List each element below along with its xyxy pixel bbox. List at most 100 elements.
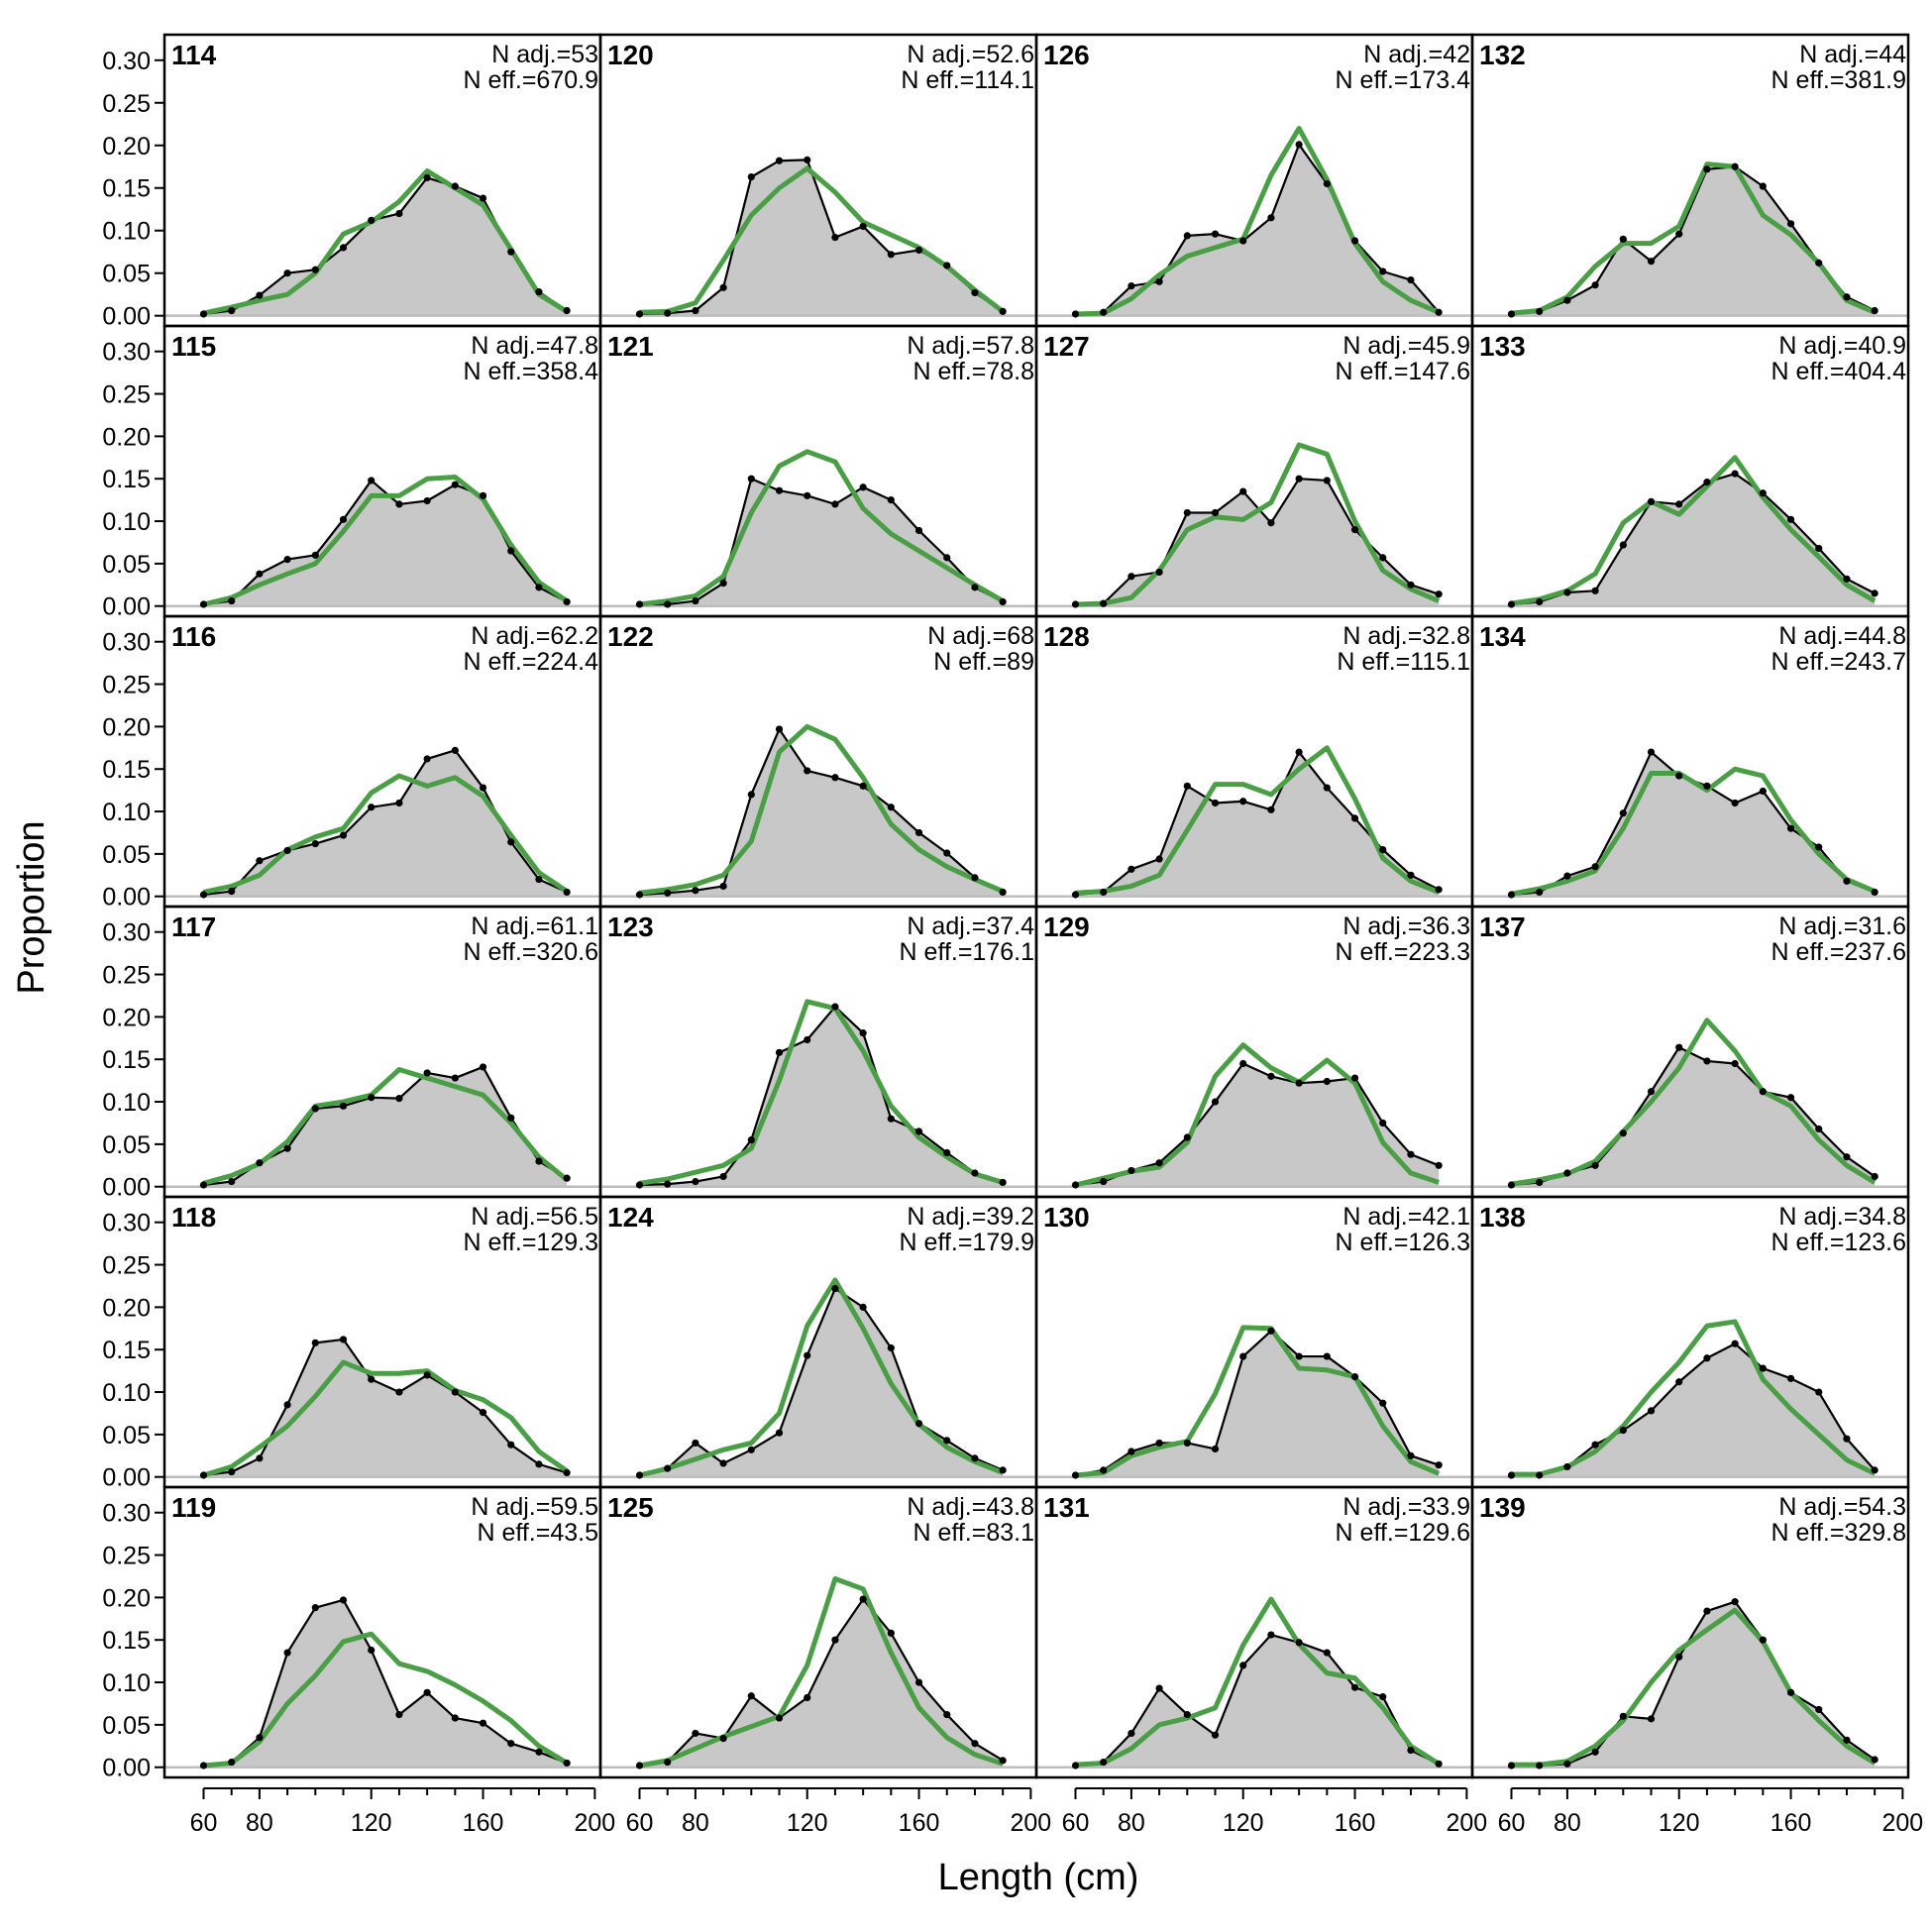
observed-point xyxy=(1071,891,1080,899)
x-tick-label: 80 xyxy=(1554,1809,1581,1837)
observed-point xyxy=(1815,1388,1823,1396)
y-tick-label: 0.05 xyxy=(102,1712,151,1740)
expected-line xyxy=(1075,126,1441,317)
observed-point xyxy=(199,600,208,608)
x-tick-label: 60 xyxy=(1498,1809,1526,1837)
observed-point xyxy=(1871,1756,1878,1764)
observed-point xyxy=(1843,1153,1851,1161)
observed-point xyxy=(887,251,895,259)
observed-point xyxy=(999,1178,1007,1187)
observed-area xyxy=(203,177,568,316)
observed-point xyxy=(1843,877,1851,885)
observed-area xyxy=(639,1007,1004,1187)
n-eff-label: N eff.=358.4 xyxy=(464,358,599,385)
y-tick-label: 0.30 xyxy=(102,919,151,947)
n-adj-label: N adj.=43.8 xyxy=(907,1493,1034,1521)
expected-line xyxy=(1511,161,1877,316)
observed-point xyxy=(1379,268,1387,275)
x-tick-label: 80 xyxy=(682,1809,709,1837)
observed-point xyxy=(635,1762,644,1770)
observed-point xyxy=(1843,293,1851,301)
n-eff-label: N eff.=129.3 xyxy=(464,1229,598,1256)
panel-129: 129 N adj.=36.3N eff.=223.3 xyxy=(1034,905,1474,1199)
n-adj-label: N adj.=40.9 xyxy=(1778,332,1906,360)
observed-point xyxy=(859,1303,867,1311)
panel-label: 121 xyxy=(607,331,654,362)
observed-point xyxy=(719,1459,727,1467)
observed-point xyxy=(451,182,459,190)
observed-point xyxy=(507,547,515,555)
y-axis-title: Proportion xyxy=(11,820,53,994)
observed-point xyxy=(228,1467,236,1476)
n-adj-label: N adj.=39.2 xyxy=(907,1203,1034,1231)
observed-point xyxy=(535,1157,543,1165)
expected-line xyxy=(639,449,1005,607)
observed-point xyxy=(1407,1746,1415,1755)
observed-point xyxy=(1267,1327,1275,1335)
panel-126: 126 N adj.=42N eff.=173.4 xyxy=(1034,33,1474,328)
observed-point xyxy=(635,310,644,318)
n-adj-label: N adj.=45.9 xyxy=(1342,332,1470,360)
observed-point xyxy=(887,1629,895,1637)
panel-label: 116 xyxy=(171,621,216,652)
observed-point xyxy=(1786,515,1795,523)
observed-point xyxy=(1211,1445,1220,1453)
observed-point xyxy=(199,1762,208,1770)
n-adj-label: N adj.=52.6 xyxy=(907,41,1034,68)
observed-point xyxy=(1843,1435,1851,1443)
panel-label: 115 xyxy=(171,331,216,362)
observed-point xyxy=(1536,1762,1544,1770)
observed-point xyxy=(395,1388,403,1396)
panel-121: 121 N adj.=57.8N eff.=78.8 xyxy=(598,324,1038,618)
observed-point xyxy=(479,1409,487,1417)
n-eff-label: N eff.=83.1 xyxy=(912,1519,1034,1547)
panel-115: 115 N adj.=47.8N eff.=358.4 xyxy=(162,324,602,618)
observed-point xyxy=(1350,237,1359,245)
observed-point xyxy=(971,874,979,882)
observed-point xyxy=(1731,470,1739,478)
observed-point xyxy=(692,1439,699,1448)
panel-label: 118 xyxy=(171,1202,216,1233)
observed-point xyxy=(804,1351,811,1359)
n-adj-label: N adj.=42 xyxy=(1363,41,1470,68)
observed-point xyxy=(1536,1178,1544,1187)
x-tick-label: 80 xyxy=(1118,1809,1145,1837)
observed-line xyxy=(203,1338,568,1477)
observed-point xyxy=(563,888,571,897)
observed-point xyxy=(914,526,923,535)
observed-point xyxy=(1239,237,1247,245)
observed-point xyxy=(1295,748,1303,756)
observed-point xyxy=(1267,1631,1275,1639)
observed-area xyxy=(639,160,1004,316)
observed-point xyxy=(339,831,348,839)
y-tick-label: 0.05 xyxy=(102,841,151,869)
observed-point xyxy=(1786,824,1795,832)
n-eff-label: N eff.=670.9 xyxy=(464,66,598,94)
observed-point xyxy=(914,1678,923,1686)
n-eff-label: N eff.=243.7 xyxy=(1771,648,1906,676)
observed-point xyxy=(1155,1439,1163,1448)
n-eff-label: N eff.=404.4 xyxy=(1771,358,1907,385)
x-axis-title: Length (cm) xyxy=(938,1857,1139,1898)
y-tick-label: 0.20 xyxy=(102,713,151,741)
y-tick-label: 0.30 xyxy=(102,339,151,367)
observed-point xyxy=(311,840,319,848)
y-tick-label: 0.25 xyxy=(102,1543,151,1570)
observed-point xyxy=(1563,1169,1571,1177)
panel-label: 125 xyxy=(607,1492,654,1523)
observed-point xyxy=(1407,275,1415,284)
expected-line xyxy=(639,999,1004,1186)
observed-point xyxy=(1647,748,1656,756)
panel-125: 125 N adj.=43.8N eff.=83.1 xyxy=(598,1485,1038,1779)
observed-area xyxy=(1075,752,1440,897)
observed-point xyxy=(479,1719,487,1727)
observed-point xyxy=(692,596,699,605)
observed-area xyxy=(203,1339,568,1477)
observed-area xyxy=(1075,479,1440,606)
n-eff-label: N eff.=237.6 xyxy=(1771,938,1906,966)
observed-point xyxy=(999,888,1007,897)
y-tick-label: 0.10 xyxy=(102,1089,151,1117)
panel-123: 123 N adj.=37.4N eff.=176.1 xyxy=(598,905,1038,1199)
panel-116: 116 N adj.=62.2N eff.=224.4 xyxy=(162,614,602,909)
